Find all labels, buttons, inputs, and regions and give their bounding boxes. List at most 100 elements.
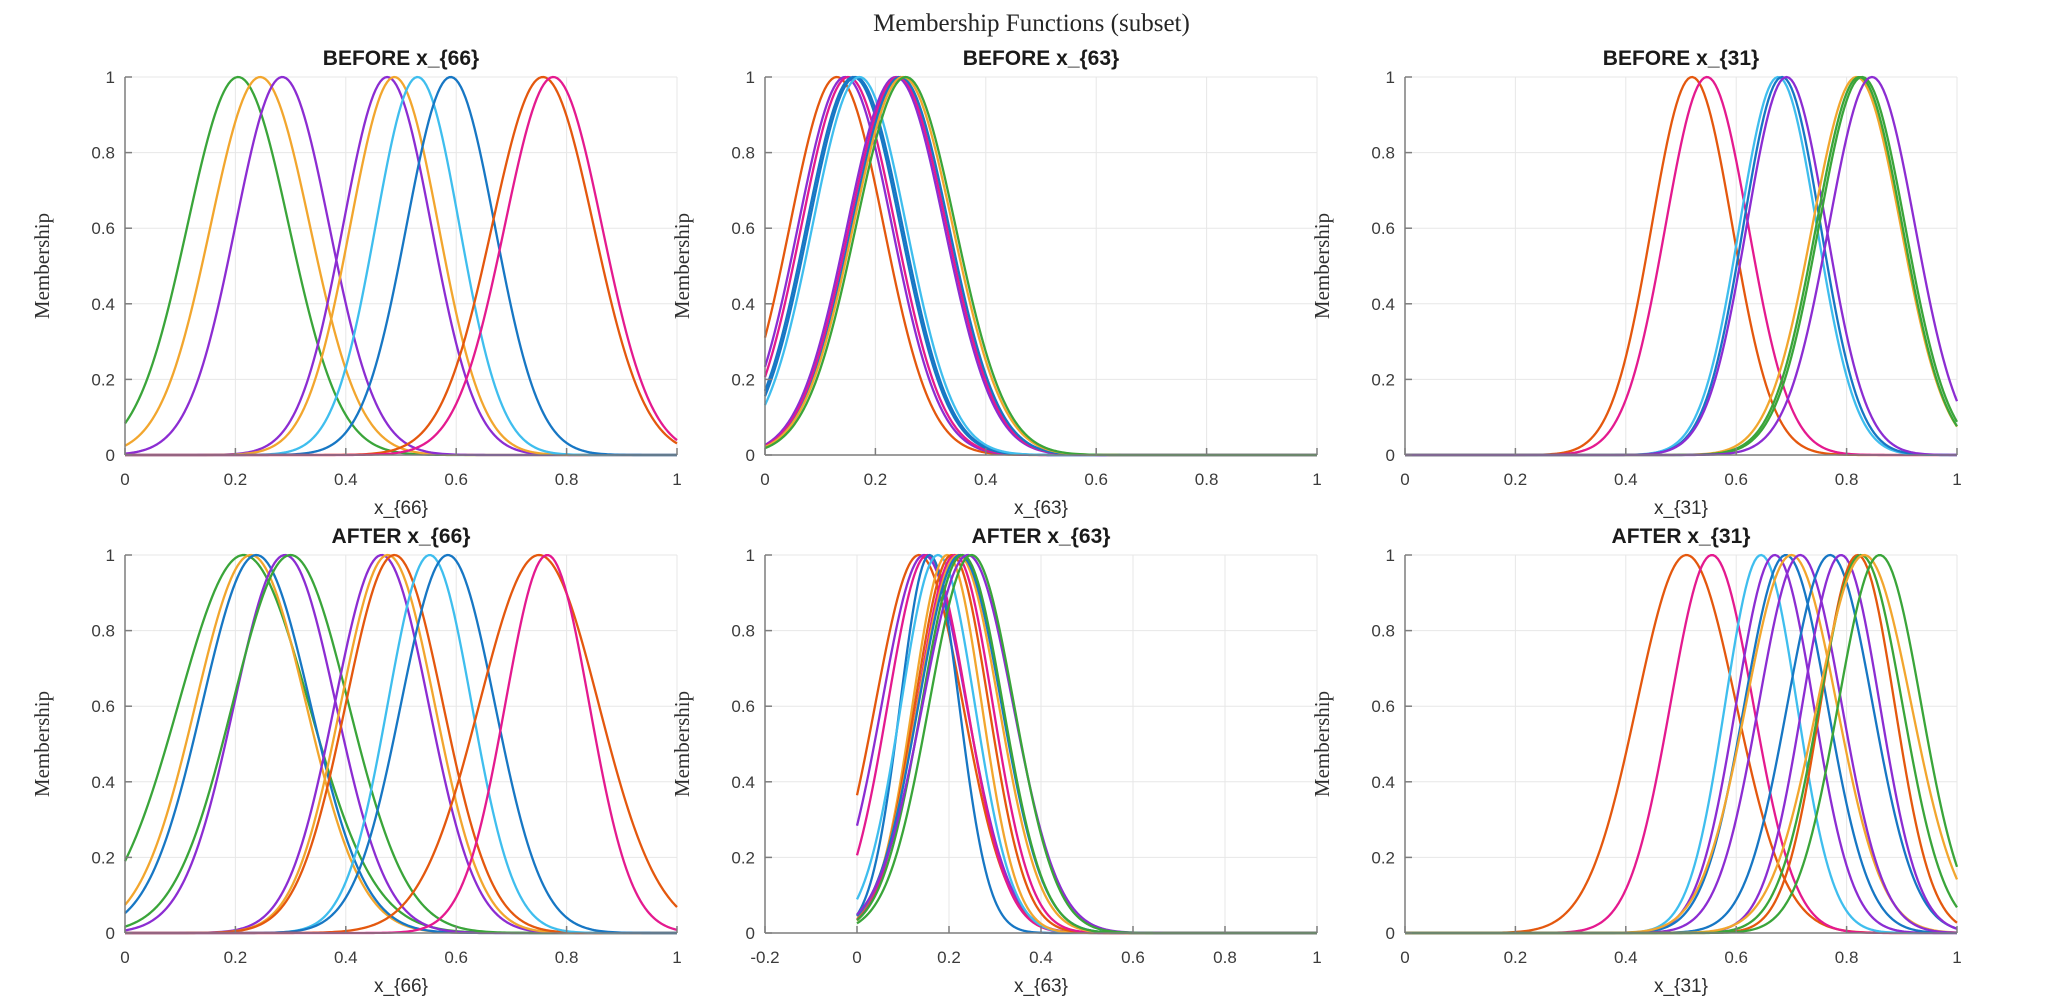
- membership-curve-purple: [125, 75, 677, 457]
- membership-curve-purple: [124, 75, 677, 457]
- membership-curve-cyan: [125, 75, 677, 457]
- membership-curve-purple: [856, 553, 1317, 935]
- x-axis-label: x_{31}: [1654, 976, 1708, 997]
- membership-curve-cyan: [125, 553, 677, 935]
- x-tick-label: 1: [1312, 948, 1321, 967]
- y-tick-label: 0.6: [91, 697, 115, 716]
- subplot-before-x63: 0 0.2 0.4 0.6 0.8 1 0 0.2 0.4 0.6 0.8 1 BEFORE x_{6…: [665, 27, 1327, 520]
- subplot-after-x63: -0.2 0 0.2 0.4 0.6 0.8 1 0 0.2 0.4 0.6 0.8 1 AFTER x…: [665, 505, 1327, 997]
- membership-curve-orange: [1405, 553, 1957, 935]
- x-tick-label: 0.2: [864, 470, 888, 489]
- x-tick-label: 0.6: [444, 948, 468, 967]
- subplot-before-x66: 0 0.2 0.4 0.6 0.8 1 0 0.2 0.4 0.6 0.8 1 BEFORE x_{6…: [25, 27, 687, 520]
- membership-curve-purple: [1405, 75, 1958, 457]
- x-tick-label: -0.2: [750, 948, 779, 967]
- membership-curve-amber: [124, 75, 677, 457]
- membership-curve-blue: [1405, 75, 1958, 457]
- plot-area-after-x66: 0 0.2 0.4 0.6 0.8 1 0 0.2 0.4 0.6 0.8 1 AFTER x_{66…: [30, 525, 682, 997]
- x-axis-label: x_{66}: [374, 976, 428, 997]
- membership-curve-amber: [856, 553, 1317, 935]
- y-tick-label: 0: [1386, 446, 1395, 465]
- y-tick-label: 0.8: [731, 622, 755, 641]
- y-axis-label: Membership: [1310, 213, 1334, 319]
- membership-curve-orange: [1405, 75, 1957, 457]
- y-tick-label: 1: [1386, 68, 1395, 87]
- x-tick-label: 0.6: [1724, 948, 1748, 967]
- x-tick-label: 1: [1952, 470, 1961, 489]
- membership-curve-green: [1405, 75, 1958, 457]
- membership-curve-cyan: [1405, 75, 1957, 457]
- y-axis-label: Membership: [30, 213, 54, 319]
- plot-area-before-x66: 0 0.2 0.4 0.6 0.8 1 0 0.2 0.4 0.6 0.8 1 BEFORE x_{6…: [30, 47, 682, 519]
- y-tick-label: 1: [1386, 546, 1395, 565]
- y-tick-label: 0.4: [731, 295, 755, 314]
- membership-curve-blue: [856, 553, 1317, 935]
- y-tick-label: 1: [106, 68, 115, 87]
- membership-curve-blue: [125, 553, 677, 935]
- membership-curve-green: [1405, 75, 1959, 457]
- x-tick-label: 0.8: [1195, 470, 1219, 489]
- y-tick-label: 0.8: [731, 144, 755, 163]
- y-tick-label: 1: [106, 546, 115, 565]
- x-tick-label: 0.6: [1724, 470, 1748, 489]
- membership-curve-cyan: [855, 553, 1317, 935]
- subplot-title: AFTER x_{31}: [1612, 525, 1751, 548]
- y-tick-label: 0.6: [91, 219, 115, 238]
- x-tick-label: 0.8: [1835, 470, 1859, 489]
- y-tick-label: 0.2: [91, 370, 115, 389]
- subplot-before-x31: 0 0.2 0.4 0.6 0.8 1 0 0.2 0.4 0.6 0.8 1 BEFORE x_{3…: [1305, 27, 1967, 520]
- y-tick-label: 0.4: [91, 773, 115, 792]
- membership-curve-blue: [125, 75, 677, 457]
- membership-curve-purple: [124, 553, 677, 935]
- x-axis-label: x_{31}: [1654, 498, 1708, 519]
- membership-curve-orange: [855, 553, 1317, 935]
- membership-curve-blue: [1405, 553, 1958, 935]
- x-tick-label: 0.6: [444, 470, 468, 489]
- membership-curve-purple: [1405, 75, 1959, 457]
- x-tick-label: 0.6: [1121, 948, 1145, 967]
- membership-curve-magenta: [1405, 553, 1957, 935]
- y-tick-label: 0.2: [731, 848, 755, 867]
- x-tick-label: 1: [672, 948, 681, 967]
- x-tick-label: 1: [672, 470, 681, 489]
- plot-area-before-x63: 0 0.2 0.4 0.6 0.8 1 0 0.2 0.4 0.6 0.8 1 BEFORE x_{6…: [670, 47, 1322, 519]
- y-tick-label: 0.4: [731, 773, 755, 792]
- x-tick-label: 0.8: [555, 948, 579, 967]
- plot-area-before-x31: 0 0.2 0.4 0.6 0.8 1 0 0.2 0.4 0.6 0.8 1 BEFORE x_{3…: [1310, 47, 1962, 519]
- y-tick-label: 1: [746, 68, 755, 87]
- membership-curve-magenta: [855, 553, 1317, 935]
- membership-curve-blue: [1405, 553, 1958, 935]
- x-tick-label: 0.4: [1614, 948, 1638, 967]
- membership-curve-magenta: [856, 553, 1317, 935]
- membership-curve-purple: [1405, 553, 1958, 935]
- y-tick-label: 0.6: [1371, 697, 1395, 716]
- membership-curve-magenta: [125, 75, 678, 457]
- y-axis-label: Membership: [1310, 691, 1334, 797]
- x-tick-label: 0.4: [1614, 470, 1638, 489]
- figure-title: Membership Functions (subset): [873, 10, 1190, 37]
- x-tick-label: 0: [760, 470, 769, 489]
- membership-curve-green: [856, 553, 1317, 935]
- y-tick-label: 1: [746, 546, 755, 565]
- x-tick-label: 0.4: [1029, 948, 1053, 967]
- membership-curve-magenta: [1405, 75, 1957, 457]
- membership-curve-orange: [1405, 553, 1958, 935]
- y-tick-label: 0.6: [1371, 219, 1395, 238]
- plot-area-after-x31: 0 0.2 0.4 0.6 0.8 1 0 0.2 0.4 0.6 0.8 1 AFTER x_{31…: [1310, 525, 1962, 997]
- x-tick-label: 0: [120, 948, 129, 967]
- y-tick-label: 0.2: [1371, 370, 1395, 389]
- subplot-title: BEFORE x_{31}: [1603, 47, 1759, 70]
- plot-area-after-x63: -0.2 0 0.2 0.4 0.6 0.8 1 0 0.2 0.4 0.6 0.8 1 AFTER x…: [670, 525, 1322, 997]
- membership-curve-green: [123, 553, 677, 935]
- y-tick-label: 0: [106, 446, 115, 465]
- x-tick-label: 0.4: [334, 948, 358, 967]
- x-tick-label: 0.2: [224, 948, 248, 967]
- membership-curve-purple: [855, 553, 1317, 935]
- y-tick-label: 0.2: [1371, 848, 1395, 867]
- x-tick-label: 1: [1312, 470, 1321, 489]
- membership-curve-amber: [124, 553, 677, 935]
- membership-curve-green: [124, 75, 677, 457]
- membership-curve-green: [1405, 553, 1958, 935]
- x-tick-label: 0.4: [974, 470, 998, 489]
- x-axis-label: x_{63}: [1014, 976, 1068, 997]
